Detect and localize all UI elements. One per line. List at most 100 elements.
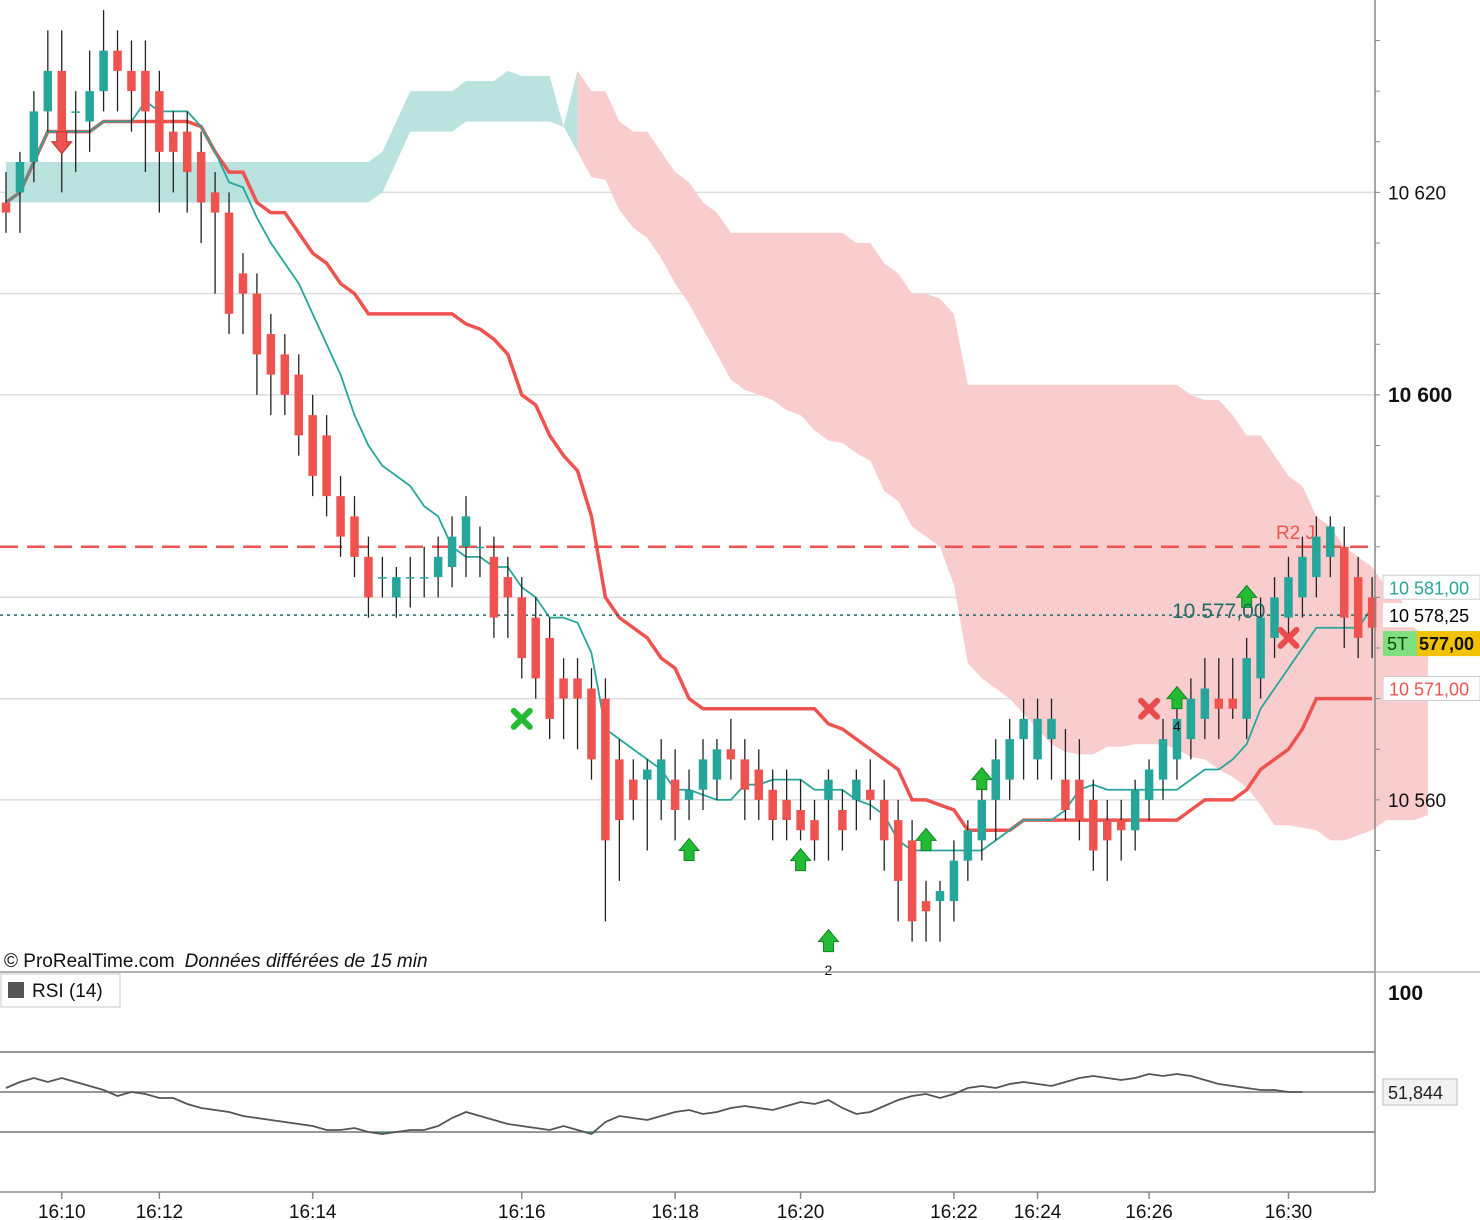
- cross-signal: [1277, 626, 1300, 649]
- candle-body: [963, 830, 973, 861]
- candle-body: [517, 597, 527, 659]
- candle-body: [921, 901, 931, 912]
- candle-body: [573, 678, 582, 699]
- candle-body: [726, 749, 736, 760]
- candle-body: [1228, 698, 1237, 709]
- candle-body: [1367, 597, 1377, 628]
- buy-arrow: [1235, 584, 1258, 608]
- candle-body: [378, 577, 387, 579]
- candle-body: [1256, 617, 1265, 679]
- candle-body: [238, 273, 248, 294]
- candle-body: [419, 577, 429, 579]
- candle-body: [977, 799, 987, 841]
- candle-body: [1270, 597, 1279, 638]
- candle-body: [308, 415, 317, 476]
- time-axis-label: 16:10: [38, 1202, 86, 1220]
- candle-body: [322, 435, 331, 497]
- tenkan-price-tag-box: [1382, 574, 1480, 600]
- last-price-tag: 10 578,25: [1383, 603, 1480, 628]
- buy-arrow: [789, 847, 812, 872]
- candle-body: [838, 810, 847, 831]
- candle-body: [531, 617, 540, 679]
- bid-prefix-text: 5T: [1387, 634, 1408, 654]
- candle-body: [712, 749, 722, 780]
- candle-body: [475, 546, 485, 549]
- candle-body: [768, 789, 777, 821]
- candle-body: [1144, 769, 1154, 800]
- candle-body: [810, 820, 819, 841]
- candle-body: [182, 131, 192, 173]
- last-price-tag-box: [1383, 603, 1480, 628]
- candle-body: [461, 516, 471, 547]
- rsi-value-text: 51,844: [1388, 1083, 1443, 1103]
- candle-body: [1186, 698, 1196, 740]
- candle-body: [1, 202, 11, 213]
- candles[interactable]: [1, 10, 1377, 942]
- candle-body: [503, 577, 513, 598]
- cloud-segment: [577, 70, 1428, 841]
- candle-body: [949, 860, 959, 902]
- candle-body: [796, 810, 805, 831]
- candle-body: [141, 70, 150, 112]
- candle-body: [252, 293, 262, 355]
- candle-body: [1033, 718, 1042, 760]
- candle-body: [782, 799, 791, 821]
- candle-body: [266, 334, 276, 375]
- rsi-panel: [0, 971, 1375, 1135]
- candle-body: [559, 678, 568, 699]
- candle-body: [642, 769, 652, 780]
- candle-body: [210, 192, 220, 213]
- candle-body: [740, 759, 750, 790]
- bid-tag: 5T 577,00: [1383, 631, 1480, 657]
- rsi-value-tag: 51,844: [1382, 1078, 1458, 1106]
- sell-arrow: [50, 131, 73, 155]
- kijun-line: [4, 119, 1373, 832]
- candle-body: [15, 162, 25, 193]
- candle-body: [1284, 577, 1293, 618]
- rsi-legend-label: RSI (14): [32, 981, 103, 1002]
- buy-arrow: [970, 766, 993, 791]
- candle-body: [1353, 577, 1363, 638]
- kijun-price-tag-box: [1382, 676, 1480, 701]
- ichimoku-cloud: [6, 70, 1428, 841]
- candle-body: [392, 577, 401, 598]
- time-axis-label: 16:26: [1125, 1202, 1173, 1220]
- rsi-legend[interactable]: RSI (14): [0, 973, 121, 1008]
- candle-body: [280, 354, 290, 395]
- candle-body: [629, 779, 638, 800]
- cross-signal: [510, 707, 533, 730]
- buy-arrow: [914, 827, 938, 851]
- candle-body: [893, 820, 903, 881]
- rsi-line: [5, 1073, 1303, 1135]
- candle-body: [754, 769, 764, 800]
- candle-body: [406, 577, 415, 579]
- candle-body: [489, 556, 499, 618]
- candle-body: [1339, 546, 1349, 618]
- candle-body: [127, 70, 136, 92]
- kijun-price-tag-text: 10 571,00: [1389, 680, 1469, 700]
- candle-body: [57, 70, 67, 132]
- kijun-price-tag: 10 571,00: [1382, 676, 1480, 701]
- rsi-axis-label: 100: [1388, 982, 1423, 1005]
- candle-body: [1298, 556, 1307, 598]
- candle-body: [991, 759, 1000, 800]
- candle-body: [1019, 718, 1028, 740]
- bid-value-text: 577,00: [1419, 634, 1474, 654]
- time-axis-label: 16:14: [289, 1202, 337, 1220]
- candle-body: [155, 91, 164, 152]
- candle-body: [866, 789, 875, 800]
- candle-body: [1047, 718, 1056, 740]
- price-axis-label: 10 620: [1388, 183, 1446, 204]
- candle-body: [433, 556, 443, 578]
- candle-body: [670, 779, 680, 810]
- candle-body: [656, 759, 666, 800]
- candle-body: [879, 799, 889, 841]
- arrow-label: 2: [824, 962, 832, 978]
- buy-arrow: [1165, 685, 1189, 710]
- candle-body: [684, 789, 694, 800]
- candle-body: [336, 496, 345, 537]
- time-axis-label: 16:12: [136, 1202, 184, 1220]
- candle-body: [1326, 526, 1335, 557]
